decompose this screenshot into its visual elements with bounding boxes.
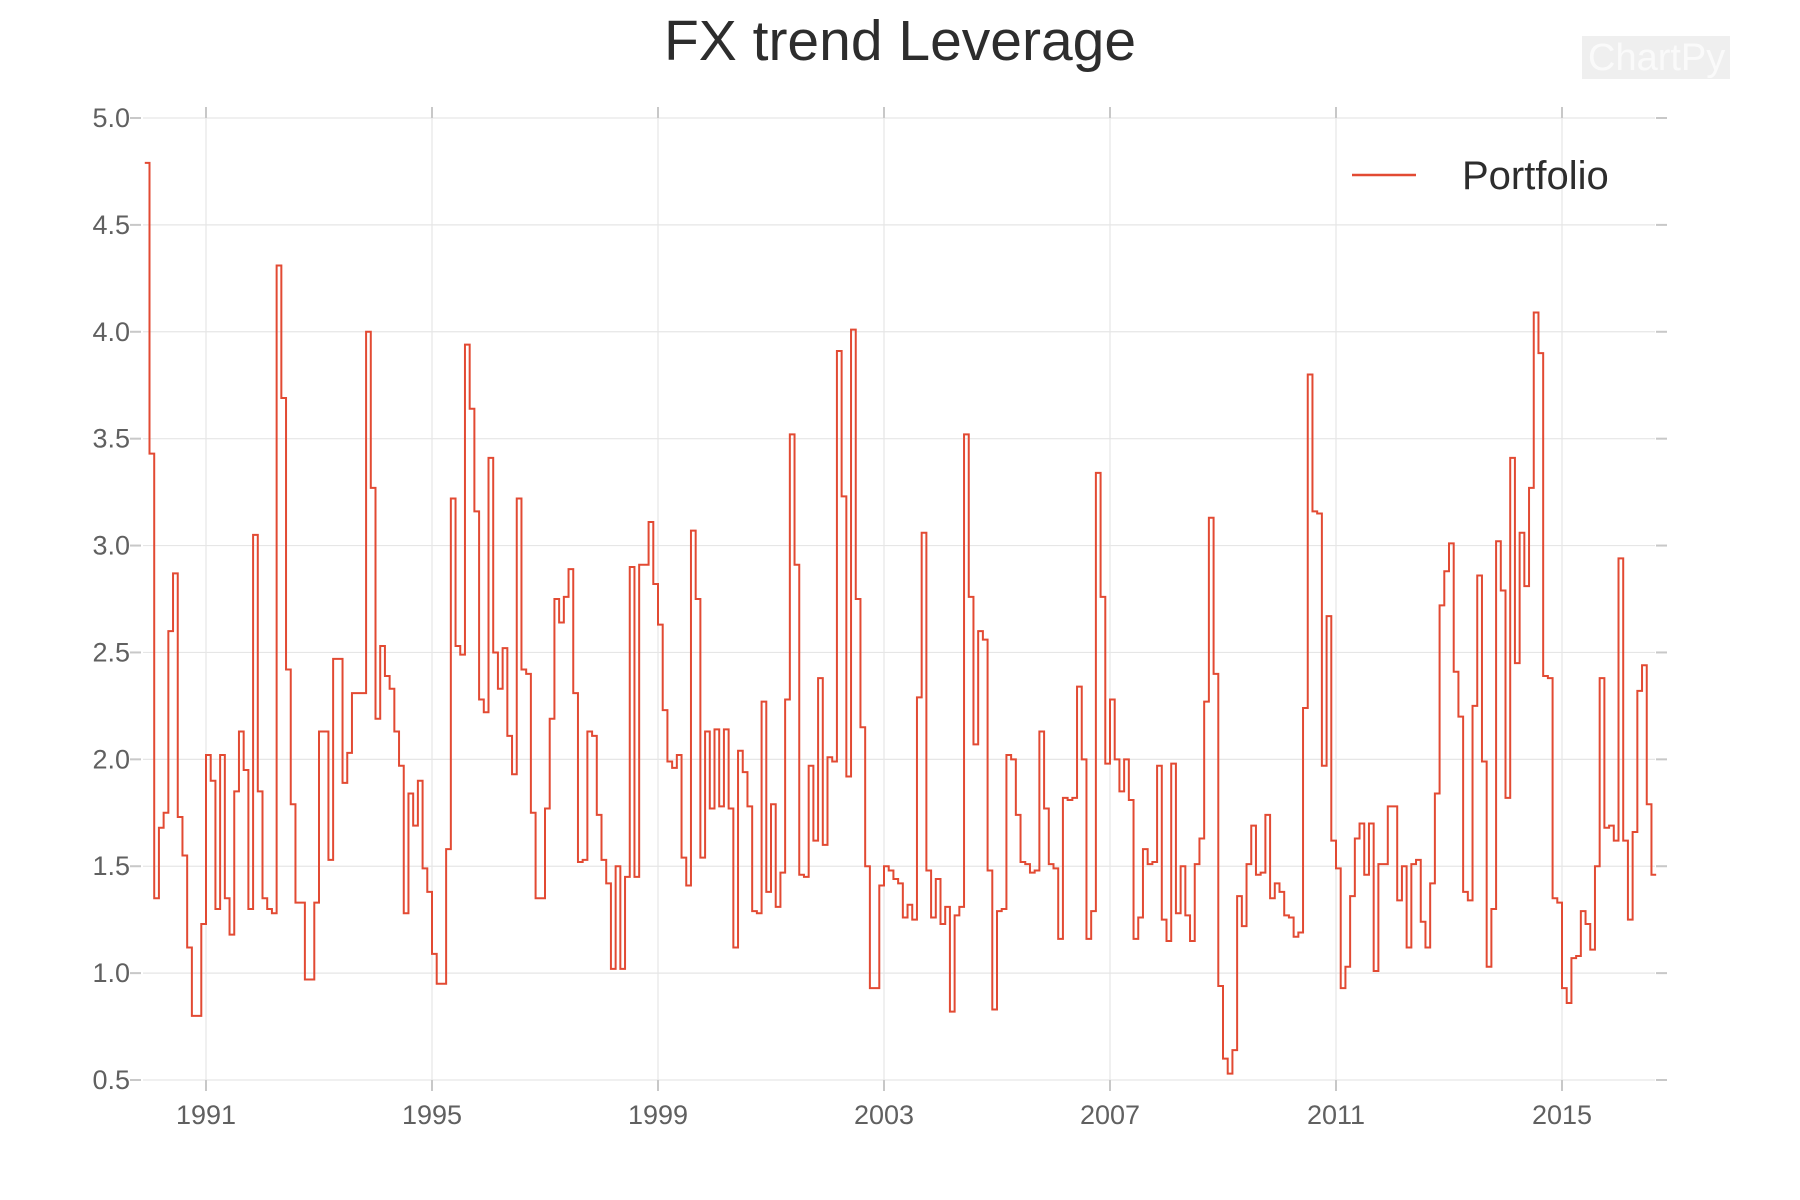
series-layer: [144, 161, 1657, 1075]
x-tick-label: 2015: [1532, 1100, 1592, 1130]
y-axis-labels: 5.0 4.5 4.0 3.5 3.0 2.5 2.0 1.5 1.0 0.5: [92, 103, 130, 1095]
watermark-text: ChartPy: [1588, 37, 1725, 79]
grid-layer: [143, 117, 1655, 1081]
x-tick-label: 2007: [1080, 1100, 1140, 1130]
legend-label[interactable]: Portfolio: [1462, 154, 1609, 198]
x-axis-labels: 1991 1995 1999 2003 2007 2011 2015: [176, 1100, 1592, 1130]
portfolio-series-line: [144, 161, 1657, 1075]
x-tick-label: 1995: [402, 1100, 462, 1130]
y-tick-label: 2.5: [92, 637, 130, 667]
legend[interactable]: Portfolio: [1352, 154, 1609, 198]
y-tick-label: 3.5: [92, 424, 130, 454]
x-tick-label: 1999: [628, 1100, 688, 1130]
tick-layer: [130, 107, 1667, 1091]
watermark-box: [1582, 36, 1730, 79]
y-tick-label: 0.5: [92, 1065, 130, 1095]
y-tick-label: 1.0: [92, 958, 130, 988]
x-tick-label: 2003: [854, 1100, 914, 1130]
y-tick-label: 4.5: [92, 210, 130, 240]
watermark: ChartPy: [1582, 36, 1730, 79]
y-tick-label: 2.0: [92, 744, 130, 774]
x-tick-label: 1991: [176, 1100, 236, 1130]
y-tick-label: 5.0: [92, 103, 130, 133]
y-tick-label: 3.0: [92, 531, 130, 561]
chart-title: FX trend Leverage: [664, 9, 1136, 73]
x-tick-label: 2011: [1307, 1100, 1365, 1130]
y-tick-label: 4.0: [92, 317, 130, 347]
y-tick-label: 1.5: [92, 851, 130, 881]
